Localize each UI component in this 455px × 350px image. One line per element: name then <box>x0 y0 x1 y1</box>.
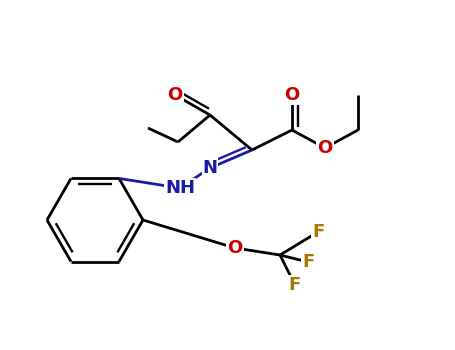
Text: O: O <box>228 239 243 257</box>
Text: N: N <box>202 159 217 177</box>
Text: NH: NH <box>165 179 195 197</box>
Text: O: O <box>284 86 300 104</box>
Text: F: F <box>312 223 324 241</box>
Text: O: O <box>318 139 333 157</box>
Text: O: O <box>167 86 182 104</box>
Text: F: F <box>289 276 301 294</box>
Text: F: F <box>302 253 314 271</box>
